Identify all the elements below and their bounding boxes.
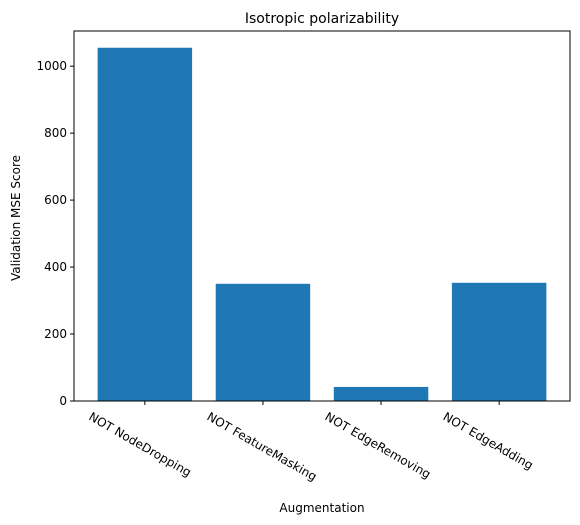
x-tick-label-1: NOT FeatureMasking [204,409,319,483]
y-tick-label-0: 0 [59,394,67,408]
y-tick-label-3: 600 [44,193,67,207]
plot-frame [73,30,571,402]
y-tick-label-5: 1000 [36,59,67,73]
bar-3 [451,282,547,401]
y-axis-label: Validation MSE Score [9,155,23,281]
y-tick-label-2: 400 [44,260,67,274]
bar-0 [97,47,193,402]
bar-1 [215,283,311,401]
y-tick-label-1: 200 [44,327,67,341]
x-tick-label-0: NOT NodeDropping [86,409,193,479]
y-tick-label-4: 800 [44,126,67,140]
bar-2 [333,386,429,401]
chart-title: Isotropic polarizability [245,11,399,27]
bars-group [97,47,547,402]
x-tick-label-2: NOT EdgeRemoving [323,409,434,481]
x-axis-label: Augmentation [279,501,364,515]
x-tick-label-3: NOT EdgeAdding [441,409,536,472]
x-ticks-group: NOT NodeDropping NOT FeatureMasking NOT Ed… [86,401,536,484]
y-ticks-group: 0 200 400 600 800 1000 [36,59,74,408]
